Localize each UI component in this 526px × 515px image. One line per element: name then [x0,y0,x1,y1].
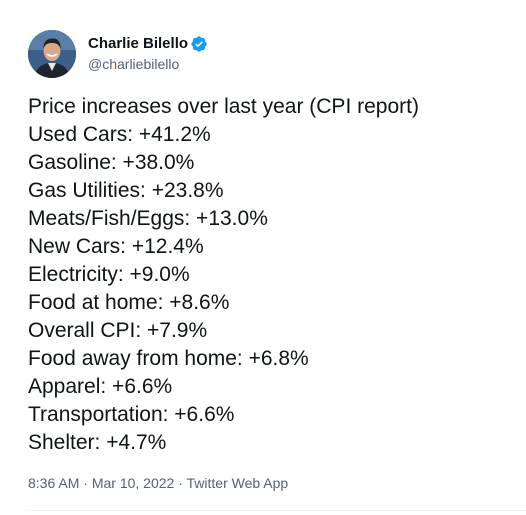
tweet-line: Transportation: +6.6% [28,403,235,426]
tweet-line: Gasoline: +38.0% [28,151,195,174]
author-handle[interactable]: @charliebilello [88,56,180,72]
tweet-line: Apparel: +6.6% [28,375,173,398]
tweet-line: Electricity: +9.0% [28,263,190,286]
tweet-text: Price increases over last year (CPI repo… [28,93,419,457]
author-display-name[interactable]: Charlie Bilello [88,35,189,52]
tweet-line: Gas Utilities: +23.8% [28,179,224,202]
tweet-line: Shelter: +4.7% [28,431,167,454]
tweet-metadata: 8:36 AM · Mar 10, 2022 · Twitter Web App [28,475,288,492]
tweet-line: New Cars: +12.4% [28,235,204,258]
tweet-line: Overall CPI: +7.9% [28,319,208,342]
avatar-photo [28,30,76,78]
meta-separator: · [174,475,187,491]
tweet-time-link[interactable]: 8:36 AM [28,475,80,491]
tweet-line: Food at home: +8.6% [28,291,230,314]
tweet-line: Price increases over last year (CPI repo… [28,95,419,118]
verified-badge-icon [191,36,207,52]
tweet-line: Food away from home: +6.8% [28,347,309,370]
tweet-line: Used Cars: +41.2% [28,123,211,146]
avatar[interactable] [28,30,76,78]
tweet-date-link[interactable]: Mar 10, 2022 [91,475,175,491]
meta-separator: · [79,475,92,491]
tweet-source-link[interactable]: Twitter Web App [186,475,289,491]
divider [28,510,526,511]
tweet-line: Meats/Fish/Eggs: +13.0% [28,207,268,230]
